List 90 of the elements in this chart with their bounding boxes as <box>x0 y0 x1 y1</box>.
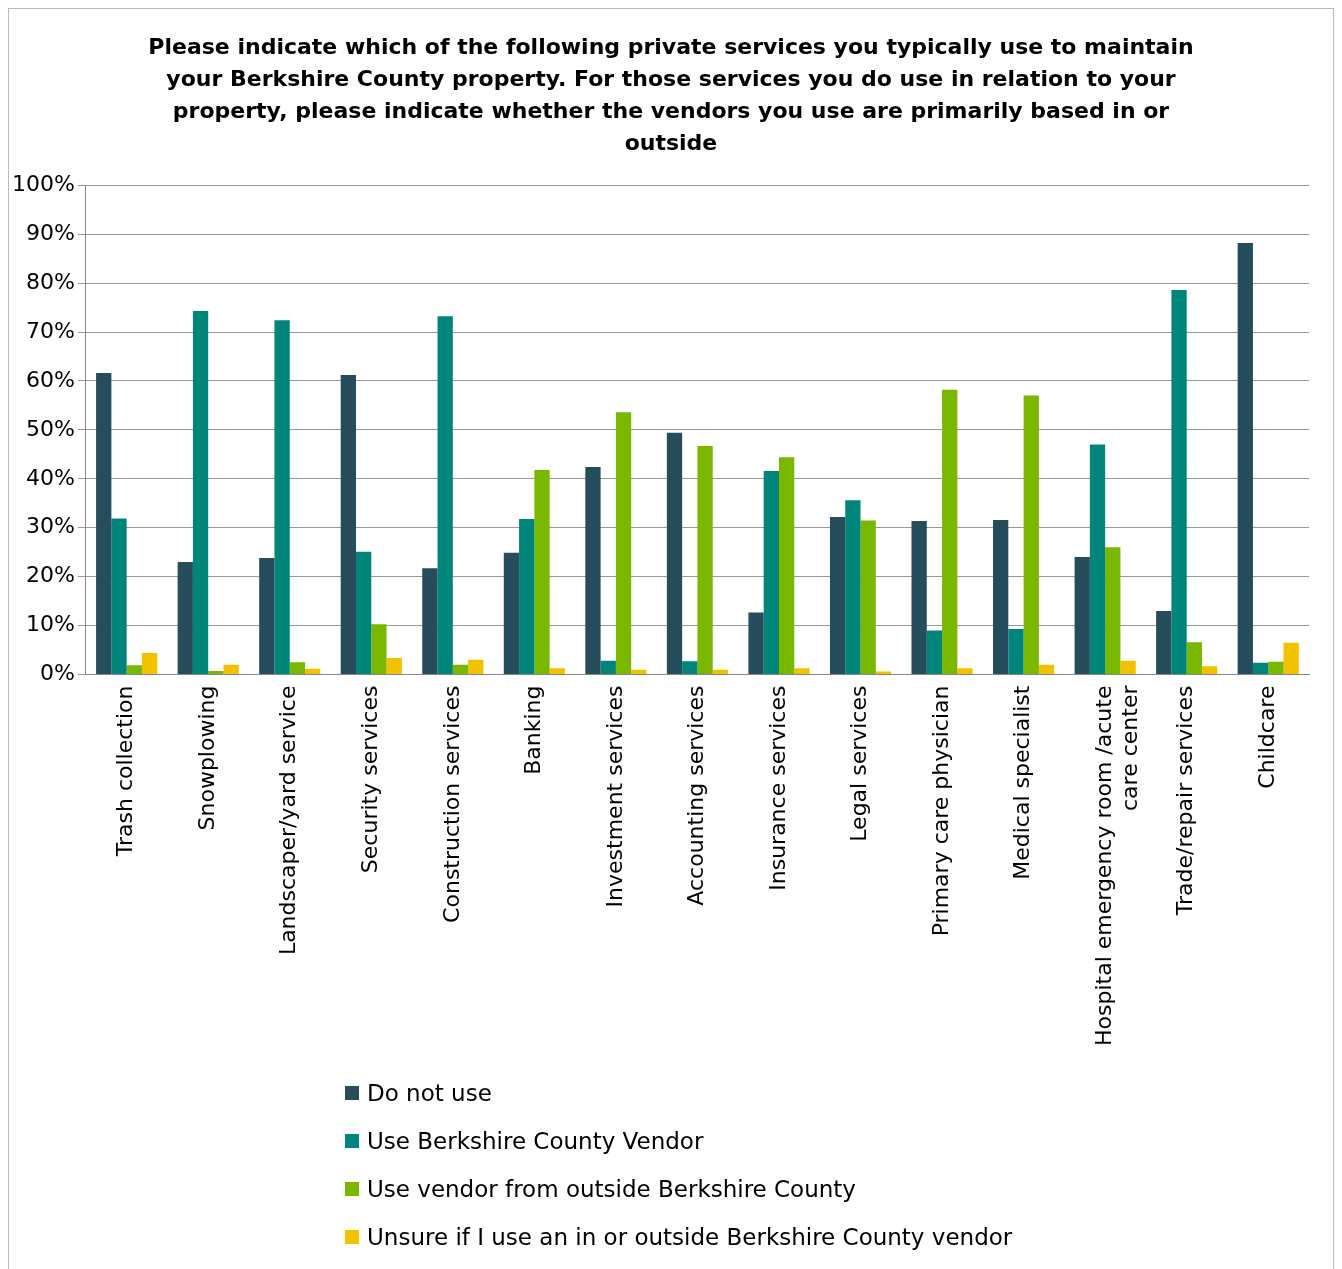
bar <box>259 558 275 675</box>
bar <box>452 664 469 675</box>
legend-label: Use vendor from outside Berkshire County <box>367 1176 856 1202</box>
y-tick-label: 90% <box>25 219 75 245</box>
y-tick-label: 30% <box>25 513 75 539</box>
x-tick-label: Insurance services <box>764 685 790 891</box>
bar <box>666 432 683 675</box>
chart-title: Please indicate which of the following private services you typically use to maintain your Berkshire County property. For those services you do use in relation to your property, please indicate whether the vendors you use are primarily based in or outside <box>147 33 1195 157</box>
bar <box>911 520 927 675</box>
bar <box>534 469 550 675</box>
x-tick-label: Landscaper/yard service <box>275 685 301 956</box>
x-tick-label: Construction services <box>438 685 464 923</box>
bar <box>274 320 290 675</box>
y-tick-label: 0% <box>39 660 75 686</box>
bar <box>468 659 484 675</box>
bar <box>1074 557 1090 675</box>
bar <box>437 316 453 675</box>
x-tick-label: Accounting services <box>683 685 709 906</box>
bar <box>208 671 224 675</box>
bar <box>356 551 372 675</box>
bar <box>697 446 713 675</box>
bar <box>585 467 601 675</box>
legend-label: Unsure if I use an in or outside Berkshire County vendor <box>367 1224 1013 1250</box>
bar <box>1089 444 1106 675</box>
bar <box>422 568 438 675</box>
bar <box>860 520 876 675</box>
bar <box>96 373 112 675</box>
y-tick-label: 40% <box>25 464 75 490</box>
bar <box>778 457 795 675</box>
bar <box>748 612 764 675</box>
x-tick-label: Investment services <box>601 685 627 908</box>
bar <box>549 668 565 675</box>
bar <box>111 518 127 675</box>
bar <box>1120 660 1136 675</box>
x-tick-label: Hospital emergency room /acute care center <box>1090 684 1143 1046</box>
bar <box>615 412 632 675</box>
y-tick-label: 60% <box>25 366 75 392</box>
y-tick-label: 100% <box>11 170 75 196</box>
x-tick-label: Snowplowing <box>193 685 219 831</box>
bar <box>503 552 520 675</box>
x-tick-label: Trash collection <box>112 685 138 858</box>
y-tick-label: 10% <box>25 611 75 637</box>
x-tick-label: Legal services <box>846 685 872 842</box>
x-tick-label: Childcare <box>1253 685 1279 789</box>
bar <box>1156 610 1172 675</box>
bar <box>1201 666 1218 675</box>
bar <box>192 310 209 675</box>
bar <box>1186 642 1202 675</box>
bar <box>1023 395 1039 675</box>
bar <box>1171 289 1187 675</box>
bar <box>141 653 158 675</box>
x-tick-label: Medical specialist <box>1009 685 1035 880</box>
y-tick-label: 70% <box>25 317 75 343</box>
bar <box>386 657 402 675</box>
y-tick-label: 20% <box>25 562 75 588</box>
bar <box>993 519 1009 675</box>
bar <box>957 668 973 675</box>
x-tick-label: Trade/repair services <box>1172 685 1198 917</box>
bar <box>371 624 387 675</box>
bar <box>926 630 943 675</box>
bar <box>829 516 846 675</box>
bar <box>1283 642 1299 675</box>
bar <box>519 518 535 675</box>
bar <box>340 375 356 675</box>
bar <box>712 669 729 675</box>
bar <box>1038 664 1055 675</box>
bar <box>289 662 306 675</box>
bar <box>177 561 193 675</box>
x-tick-label: Primary care physician <box>927 685 953 937</box>
bar <box>1268 661 1284 675</box>
legend-label: Do not use <box>367 1080 492 1106</box>
bar <box>126 665 142 675</box>
bar <box>1252 662 1269 675</box>
bar <box>1008 629 1024 675</box>
bar <box>942 389 958 675</box>
bar <box>600 660 616 675</box>
bar <box>1237 242 1253 675</box>
legend-label: Use Berkshire County Vendor <box>367 1128 704 1154</box>
y-tick-label: 50% <box>25 415 75 441</box>
bar <box>845 500 861 675</box>
y-tick-label: 80% <box>25 268 75 294</box>
bar <box>305 668 321 675</box>
bar <box>763 470 779 675</box>
bar <box>794 668 810 675</box>
bar <box>223 664 239 675</box>
bar <box>1105 547 1121 675</box>
x-tick-label: Banking <box>520 685 546 775</box>
bar <box>631 669 647 675</box>
bar <box>682 661 698 675</box>
x-tick-label: Security services <box>357 685 383 874</box>
